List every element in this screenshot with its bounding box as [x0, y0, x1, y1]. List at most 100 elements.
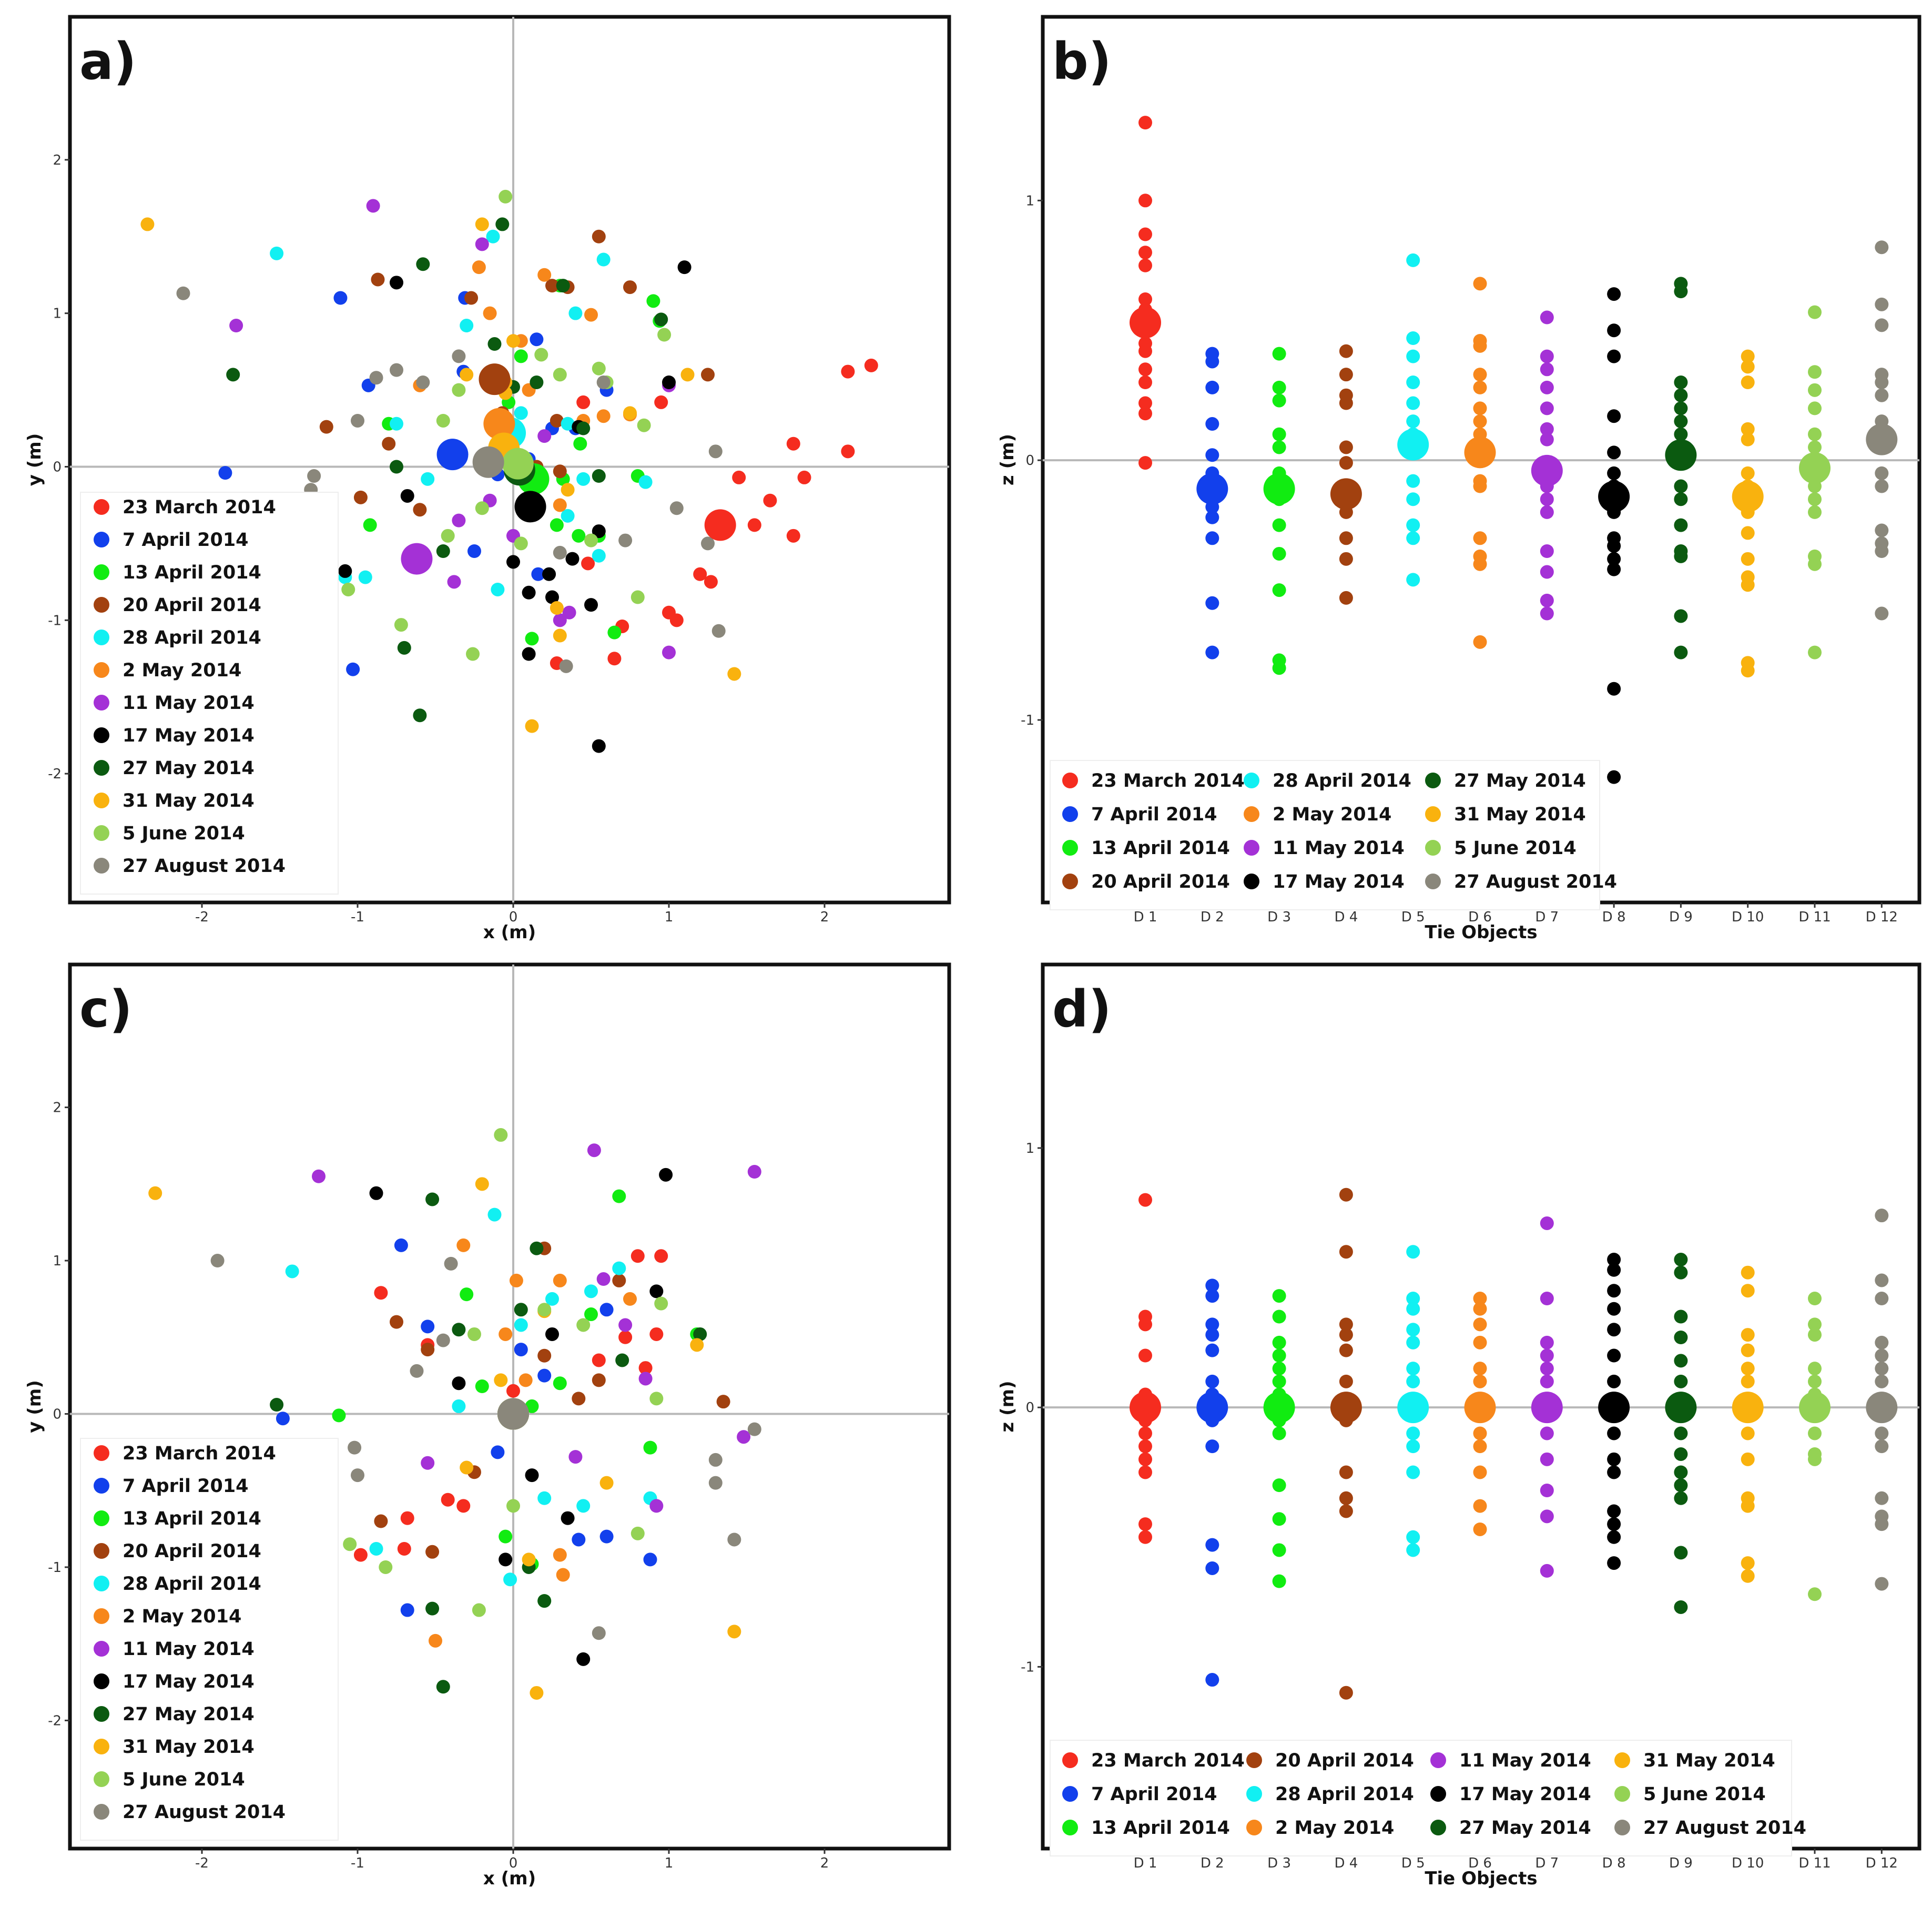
- data-point: [514, 406, 528, 420]
- legend-swatch: [94, 1641, 109, 1657]
- data-point: [487, 1208, 501, 1222]
- legend-label: 31 May 2014: [1454, 804, 1586, 825]
- data-point: [1540, 401, 1554, 415]
- data-point: [1540, 311, 1554, 324]
- data-point: [1138, 344, 1152, 358]
- data-point: [1205, 531, 1219, 545]
- legend-swatch: [94, 1771, 109, 1787]
- legend-swatch: [1062, 806, 1078, 822]
- y-axis-title: z (m): [997, 434, 1018, 485]
- data-point: [1273, 347, 1286, 361]
- data-point: [1875, 1375, 1888, 1388]
- data-point: [576, 1499, 590, 1513]
- data-point: [1674, 1478, 1687, 1492]
- data-point: [1674, 414, 1687, 428]
- data-point: [572, 1392, 585, 1405]
- data-point: [1406, 1323, 1420, 1336]
- legend-label: 17 May 2014: [123, 1671, 255, 1692]
- data-point: [1406, 1302, 1420, 1316]
- data-point: [1607, 1323, 1621, 1336]
- data-point: [545, 1327, 559, 1341]
- legend-label: 7 April 2014: [1091, 1784, 1217, 1805]
- y-tick-label: 1: [1025, 1141, 1034, 1156]
- data-point: [1339, 591, 1353, 605]
- legend-swatch: [1614, 1786, 1630, 1802]
- legend-label: 17 May 2014: [1273, 871, 1405, 892]
- data-point: [416, 375, 430, 389]
- data-point: [452, 383, 465, 397]
- legend-label: 28 April 2014: [1275, 1784, 1414, 1805]
- data-point: [1406, 331, 1420, 345]
- legend-swatch: [1430, 1820, 1446, 1835]
- data-point: [1406, 1426, 1420, 1440]
- data-point: [597, 409, 611, 423]
- mean-marker: [1330, 1392, 1362, 1423]
- y-tick-label: -1: [1021, 1659, 1034, 1675]
- data-point: [348, 1441, 361, 1455]
- legend-swatch: [1614, 1752, 1630, 1768]
- data-point: [1540, 594, 1554, 607]
- legend-swatch: [94, 793, 109, 808]
- data-point: [1540, 607, 1554, 621]
- data-point: [1607, 1426, 1621, 1440]
- data-point: [1607, 1517, 1621, 1531]
- data-point: [1205, 381, 1219, 394]
- data-point: [176, 287, 190, 300]
- legend-swatch: [94, 1510, 109, 1526]
- data-point: [612, 1262, 626, 1275]
- data-point: [370, 1186, 383, 1200]
- legend-label: 20 April 2014: [1091, 871, 1230, 892]
- data-point: [472, 260, 486, 274]
- data-point: [1875, 318, 1888, 332]
- data-point: [1674, 1331, 1687, 1344]
- legend-label: 31 May 2014: [123, 1737, 255, 1758]
- data-point: [1875, 480, 1888, 493]
- data-point: [1406, 531, 1420, 545]
- data-point: [452, 514, 465, 527]
- mean-marker: [497, 1398, 529, 1430]
- mean-marker: [473, 446, 504, 478]
- data-point: [1607, 1302, 1621, 1316]
- data-point: [354, 491, 368, 504]
- panel-label: b): [1052, 32, 1112, 91]
- legend-label: 27 August 2014: [123, 856, 286, 877]
- mean-marker: [1732, 1392, 1764, 1423]
- x-tick-label: 1: [665, 1855, 674, 1871]
- data-point: [1607, 1465, 1621, 1479]
- data-point: [1273, 519, 1286, 532]
- data-point: [618, 1331, 632, 1344]
- data-point: [690, 1338, 704, 1352]
- data-point: [1674, 1354, 1687, 1367]
- x-tick-label: -1: [351, 909, 364, 925]
- data-point: [514, 1303, 528, 1316]
- data-point: [1406, 519, 1420, 532]
- data-point: [436, 414, 450, 428]
- data-point: [1473, 401, 1487, 415]
- data-point: [1339, 1188, 1353, 1202]
- data-point: [1406, 1439, 1420, 1453]
- data-point: [1273, 1375, 1286, 1388]
- legend-swatch: [1062, 773, 1078, 788]
- data-point: [1540, 1349, 1554, 1363]
- data-point: [631, 1527, 645, 1540]
- data-point: [226, 368, 240, 381]
- data-point: [1138, 1517, 1152, 1531]
- legend-label: 28 April 2014: [123, 1574, 261, 1595]
- data-point: [623, 1292, 637, 1306]
- data-point: [841, 444, 855, 458]
- data-point: [394, 618, 408, 632]
- data-point: [525, 719, 539, 733]
- data-point: [1540, 544, 1554, 558]
- data-point: [1674, 428, 1687, 441]
- mean-marker: [401, 543, 432, 575]
- x-tick-label: D 4: [1334, 909, 1358, 925]
- data-point: [592, 230, 606, 243]
- data-point: [1808, 401, 1822, 415]
- data-point: [425, 1192, 439, 1206]
- mean-marker: [1866, 1392, 1897, 1423]
- data-point: [607, 626, 621, 640]
- data-point: [1406, 1543, 1420, 1557]
- data-point: [346, 663, 360, 676]
- legend-swatch: [1244, 806, 1259, 822]
- data-point: [649, 1392, 663, 1405]
